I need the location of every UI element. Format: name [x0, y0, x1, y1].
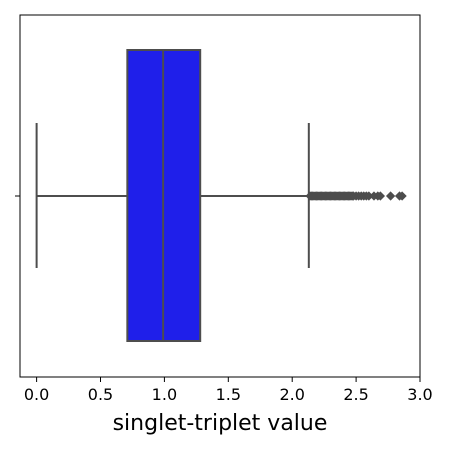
x-tick-label: 1.5 — [216, 385, 241, 404]
plot-area: 0.0 0.5 1.0 1.5 2.0 2.5 3.0 — [15, 14, 433, 404]
x-tick-label: 1.0 — [152, 385, 177, 404]
x-tick-label: 0.5 — [88, 385, 113, 404]
x-tick-label: 2.5 — [343, 385, 368, 404]
x-tick-label: 2.0 — [279, 385, 304, 404]
x-tick-label: 3.0 — [407, 385, 432, 404]
outlier-point — [375, 191, 386, 201]
x-tick-label: 0.0 — [24, 385, 49, 404]
outlier-point — [385, 191, 396, 201]
x-axis-label: singlet-triplet value — [113, 411, 328, 436]
outlier-point — [397, 191, 407, 201]
